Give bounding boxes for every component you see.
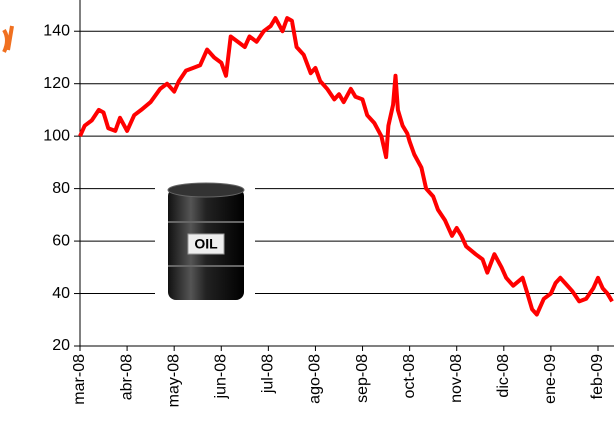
x-tick-label: nov-08 [448, 354, 465, 403]
x-tick-label: mar-08 [71, 354, 88, 405]
y-tick-label: 80 [52, 180, 70, 197]
price-line [78, 16, 614, 317]
plot: 20 40 60 80 100 120 140 mar-08 abr-08 may-08 jun-0… [43, 16, 614, 407]
x-tick-label: jul-08 [260, 354, 277, 394]
y-tick-label: 40 [52, 285, 70, 302]
x-tick-label: abr-08 [118, 354, 135, 400]
y-tick-label: 120 [43, 75, 70, 92]
x-tick-label: feb-09 [589, 354, 606, 399]
oil-barrel: OIL [167, 182, 245, 300]
x-tick-label: ago-08 [307, 354, 324, 404]
cropped-logo [2, 25, 14, 53]
y-tick-label: 140 [43, 22, 70, 39]
barrel-label: OIL [194, 236, 218, 252]
y-tick-label: 100 [43, 127, 70, 144]
x-tick-label: ene-09 [542, 354, 559, 404]
y-tick-label: 20 [52, 337, 70, 354]
x-tick-label: jun-08 [212, 354, 229, 400]
y-tick-label: 60 [52, 232, 70, 249]
x-tick-label: dic-08 [495, 354, 512, 398]
x-tick-label: may-08 [165, 354, 182, 407]
x-tick-label: oct-08 [401, 354, 418, 399]
x-tick-label: sep-08 [354, 354, 371, 403]
